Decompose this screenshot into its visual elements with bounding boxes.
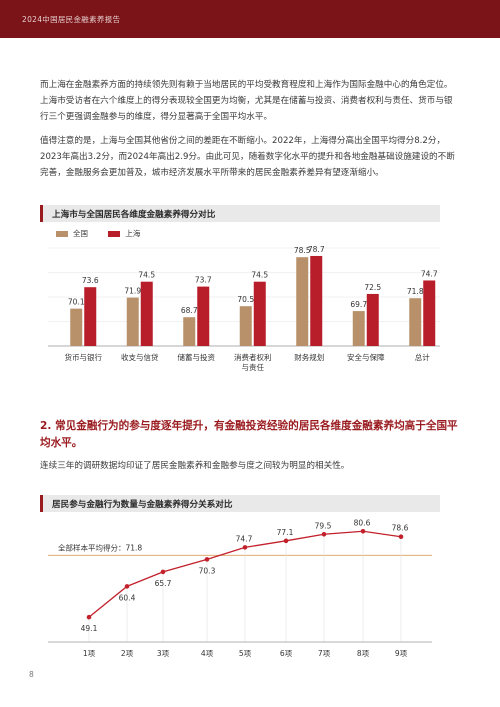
category-label: 财务规划 xyxy=(294,352,324,362)
bar-shanghai xyxy=(253,281,266,346)
bar-shanghai xyxy=(423,280,436,346)
data-value-label: 49.1 xyxy=(81,624,98,633)
x-tick-label: 1项 xyxy=(83,649,96,658)
bar-value-label: 78.5 xyxy=(294,246,311,255)
x-tick-label: 3项 xyxy=(157,649,170,658)
bar-value-label: 73.6 xyxy=(82,276,99,285)
section-heading: 2. 常见金融行为的参与度逐年提升，有金融投资经验的居民各维度金融素养均高于全国… xyxy=(40,420,458,449)
bar-value-label: 74.5 xyxy=(138,271,155,280)
bar-national xyxy=(70,308,83,346)
data-point xyxy=(242,545,248,550)
x-tick-label: 6项 xyxy=(280,649,293,658)
bar-national xyxy=(352,311,365,346)
paragraph-shanghai-lead: 而上海在金融素养方面的持续领先则有赖于当地居民的平均受教育程度和上海作为国际金融… xyxy=(40,80,453,122)
legend-label-national: 全国 xyxy=(73,229,88,238)
x-tick-label: 9项 xyxy=(395,649,408,658)
data-point xyxy=(398,534,404,540)
data-value-label: 65.7 xyxy=(155,579,172,588)
legend-item-shanghai: 上海 xyxy=(108,228,140,239)
x-tick-label: 8项 xyxy=(357,649,370,658)
bar-shanghai xyxy=(310,255,323,346)
bar-value-label: 70.1 xyxy=(68,298,85,307)
bar-national xyxy=(239,306,252,346)
bar-value-label: 74.7 xyxy=(421,269,438,278)
x-tick-label: 2项 xyxy=(121,649,134,658)
data-value-label: 77.1 xyxy=(277,528,294,537)
paragraph-correlation: 连续三年的调研数据均印证了居民金融素养和金融参与度之间较为明显的相关性。 xyxy=(40,461,350,471)
data-point xyxy=(360,528,366,534)
x-tick-label: 4项 xyxy=(201,649,214,658)
bar-chart-title: 上海市与全国居民各维度金融素养得分对比 xyxy=(52,210,216,220)
bar-shanghai xyxy=(366,293,379,346)
line-chart-title: 居民参与金融行为数量与金融素养得分关系对比 xyxy=(52,500,233,510)
bar-value-label: 70.5 xyxy=(237,295,254,304)
data-point xyxy=(124,584,130,589)
bar-chart-legend: 全国 上海 xyxy=(56,228,158,239)
category-label: 储蓄与投资 xyxy=(178,352,216,362)
bar-value-label: 73.7 xyxy=(195,276,212,285)
bar-chart: 70.1 73.6 货币与银行 71.9 74.5 收支与信贷 68.7 73.7 储蓄与投资 7… xyxy=(48,245,440,372)
data-value-label: 79.5 xyxy=(315,521,332,530)
line-chart: 全部样本平均得分：71.8 49.1 1项 60.4 2项 65.7 3项 70.3 4项 74.… xyxy=(48,518,432,658)
bar-value-label: 71.8 xyxy=(407,287,424,296)
data-value-label: 74.7 xyxy=(236,534,253,543)
data-value-label: 60.4 xyxy=(119,593,136,602)
data-point xyxy=(204,557,210,562)
data-point xyxy=(283,538,289,544)
paragraph-gap-narrowing: 值得注意的是，上海与全国其他省份之间的差距在不断缩小。2022年，上海得分高出全… xyxy=(40,136,455,178)
bar-national xyxy=(126,297,139,346)
bar-value-label: 71.9 xyxy=(124,287,141,296)
x-tick-label: 7项 xyxy=(318,649,331,658)
top-bar: 2024中国居民金融素养报告 xyxy=(0,0,500,38)
data-value-label: 78.6 xyxy=(392,524,409,533)
page-number: 8 xyxy=(29,670,34,679)
data-value-label: 80.6 xyxy=(354,518,371,527)
category-label: 货币与银行 xyxy=(65,352,103,362)
bar-shanghai xyxy=(140,281,153,346)
legend-label-shanghai: 上海 xyxy=(125,229,141,238)
bar-value-label: 78.7 xyxy=(308,245,325,254)
legend-swatch-national xyxy=(56,231,68,237)
bar-value-label: 69.7 xyxy=(350,300,367,309)
line-chart-header: 居民参与金融行为数量与金融素养得分关系对比 xyxy=(40,495,440,512)
report-title: 2024中国居民金融素养报告 xyxy=(22,15,121,24)
bar-value-label: 74.5 xyxy=(251,271,268,280)
legend-item-national: 全国 xyxy=(56,228,88,239)
bar-national xyxy=(296,257,309,346)
data-point xyxy=(160,569,166,575)
bar-shanghai xyxy=(84,287,97,346)
category-label: 收支与信贷 xyxy=(121,352,159,362)
x-tick-label: 5项 xyxy=(239,649,252,658)
bar-shanghai xyxy=(197,286,210,346)
bar-national xyxy=(183,317,196,346)
category-label: 消费者权利 xyxy=(234,352,272,362)
bar-value-label: 68.7 xyxy=(181,306,198,315)
legend-swatch-shanghai xyxy=(108,231,121,237)
average-reference-label: 全部样本平均得分：71.8 xyxy=(58,542,142,552)
category-label: 安全与保障 xyxy=(347,352,385,362)
data-point xyxy=(86,614,92,620)
category-label: 总计 xyxy=(415,352,430,362)
data-value-label: 70.3 xyxy=(199,566,216,575)
data-point xyxy=(321,531,327,537)
bar-value-label: 72.5 xyxy=(364,283,381,292)
bar-national xyxy=(409,298,422,346)
bar-chart-header: 上海市与全国居民各维度金融素养得分对比 xyxy=(40,205,440,222)
category-label: 与责任 xyxy=(242,362,265,372)
